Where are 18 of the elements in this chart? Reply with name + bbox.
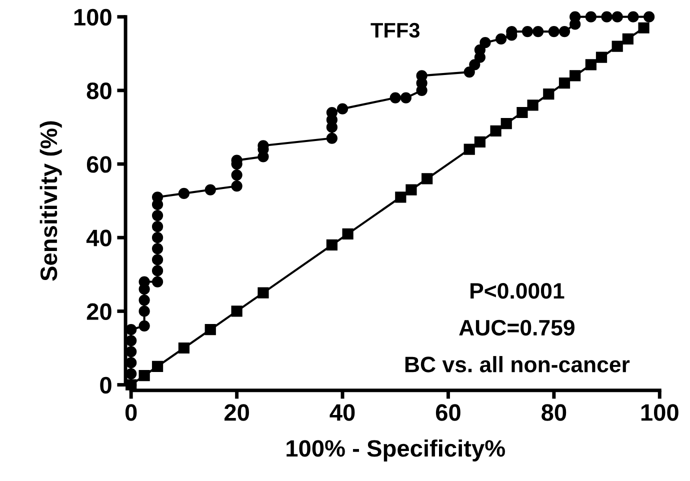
chart-title: TFF3 [370,22,420,38]
annotation: BC vs. all non-cancer [405,356,630,372]
y-tick-label: 100 [74,8,112,26]
x-tick-label: 60 [436,404,460,421]
x-tick-label: 0 [125,404,137,421]
y-tick-label: 60 [86,156,112,173]
annotation: AUC=0.759 [459,320,574,336]
y-tick-label: 0 [100,376,112,394]
annotation: P<0.0001 [470,283,564,299]
y-tick-label: 40 [86,230,112,246]
x-tick-label: 80 [542,404,566,421]
x-tick-label: 40 [330,404,355,421]
y-tick-label: 20 [86,303,112,320]
x-axis-title: 100% - Specificity% [286,439,505,462]
y-tick-label: 80 [86,82,112,100]
x-tick-label: 100 [641,404,678,421]
x-tick-label: 20 [224,404,249,421]
y-axis-title: Sensitivity (%) [40,121,62,281]
